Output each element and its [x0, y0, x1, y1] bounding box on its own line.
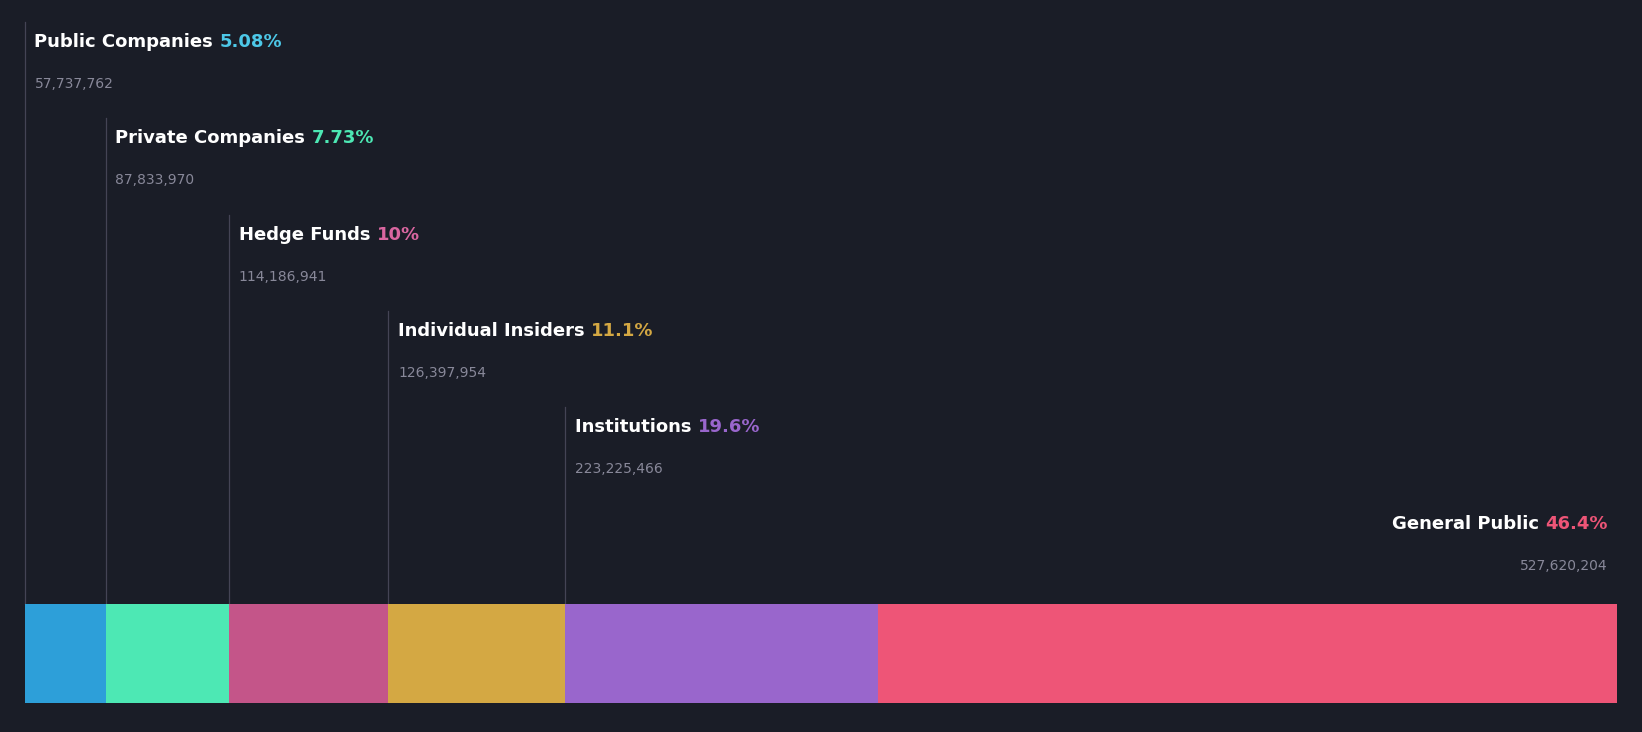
Text: Hedge Funds: Hedge Funds [238, 225, 376, 244]
Text: 87,833,970: 87,833,970 [115, 173, 195, 187]
Text: 46.4%: 46.4% [1545, 515, 1608, 533]
Text: Individual Insiders: Individual Insiders [397, 322, 591, 340]
Text: 5.08%: 5.08% [220, 33, 282, 51]
Bar [565, 604, 878, 703]
Text: Public Companies: Public Companies [34, 33, 220, 51]
Text: 7.73%: 7.73% [312, 130, 374, 147]
Text: 126,397,954: 126,397,954 [397, 366, 486, 380]
Text: 527,620,204: 527,620,204 [1520, 559, 1608, 572]
Text: Institutions: Institutions [575, 419, 698, 436]
Text: 114,186,941: 114,186,941 [238, 269, 327, 283]
Bar [878, 604, 1617, 703]
Text: 19.6%: 19.6% [698, 419, 760, 436]
Bar [105, 604, 228, 703]
Text: 223,225,466: 223,225,466 [575, 463, 663, 477]
Bar [25, 604, 105, 703]
Text: 10%: 10% [376, 225, 420, 244]
Bar [388, 604, 565, 703]
Text: Private Companies: Private Companies [115, 130, 312, 147]
Bar [228, 604, 388, 703]
Text: 57,737,762: 57,737,762 [34, 77, 113, 91]
Text: 11.1%: 11.1% [591, 322, 654, 340]
Text: General Public: General Public [1392, 515, 1545, 533]
